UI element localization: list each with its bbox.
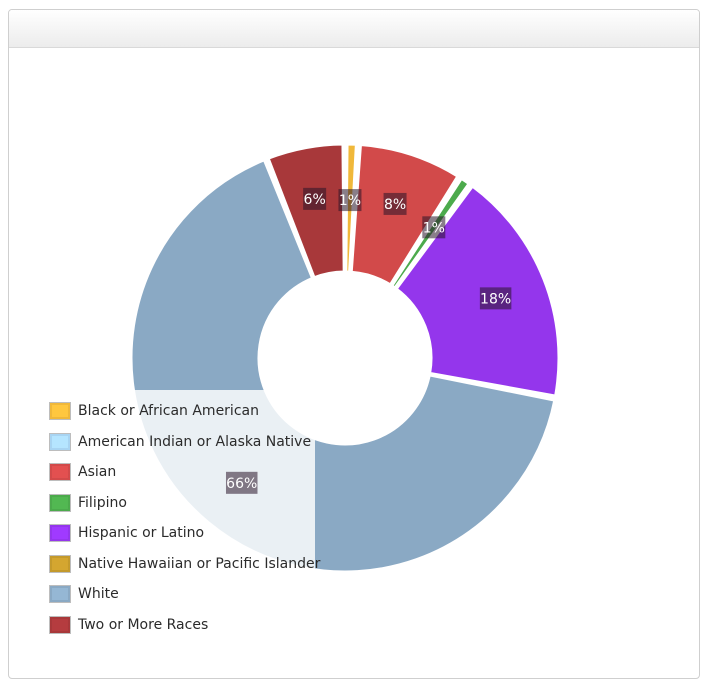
- svg-text:8%: 8%: [384, 197, 406, 213]
- slice-two-or-more-races[interactable]: [266, 142, 346, 280]
- donut-chart: 1% 8% 1% 18% 66% 6%: [41, 142, 561, 640]
- legend-item-black-or-african-american[interactable]: Black or African American: [49, 396, 320, 427]
- data-label-two-or-more-races: 6%: [303, 187, 327, 210]
- legend-label: Native Hawaiian or Pacific Islander: [78, 555, 321, 572]
- legend-label: Two or More Races: [78, 616, 209, 633]
- legend-item-two-or-more-races[interactable]: Two or More Races: [49, 610, 320, 641]
- legend-swatch: [49, 615, 71, 634]
- legend-item-white[interactable]: White: [49, 579, 320, 610]
- slice-hispanic-or-latino[interactable]: [394, 183, 561, 398]
- legend-swatch: [49, 554, 71, 573]
- data-label-white: 66%: [225, 471, 258, 494]
- legend-label: American Indian or Alaska Native: [78, 433, 312, 450]
- svg-text:66%: 66%: [226, 476, 257, 492]
- legend-label: Filipino: [78, 494, 127, 511]
- legend-swatch: [49, 524, 71, 543]
- legend-label: Asian: [78, 464, 117, 481]
- legend-swatch: [49, 432, 71, 451]
- legend-label: Hispanic or Latino: [78, 525, 205, 542]
- data-label-asian: 8%: [383, 192, 407, 215]
- svg-text:18%: 18%: [480, 291, 511, 307]
- legend-label: Black or African American: [78, 403, 259, 420]
- legend-backdrop: [41, 390, 315, 640]
- legend-swatch: [49, 463, 71, 482]
- legend-item-filipino[interactable]: Filipino: [49, 488, 320, 519]
- legend-item-american-indian-or-alaska-native[interactable]: American Indian or Alaska Native: [49, 427, 320, 458]
- legend-item-native-hawaiian-or-pacific-islander[interactable]: Native Hawaiian or Pacific Islander: [49, 549, 320, 580]
- svg-text:1%: 1%: [339, 193, 361, 209]
- legend-item-hispanic-or-latino[interactable]: Hispanic or Latino: [49, 518, 320, 549]
- legend-swatch: [49, 493, 71, 512]
- chart-legend: Black or African American American Indian…: [49, 396, 320, 640]
- data-label-filipino: 1%: [422, 216, 446, 239]
- data-label-hispanic-or-latino: 18%: [479, 287, 512, 310]
- svg-text:1%: 1%: [423, 220, 445, 236]
- legend-item-asian[interactable]: Asian: [49, 457, 320, 488]
- legend-swatch: [49, 402, 71, 421]
- svg-text:6%: 6%: [304, 192, 326, 208]
- panel-header: [9, 10, 699, 48]
- data-label-black-or-african-american: 1%: [338, 189, 362, 212]
- legend-label: White: [78, 586, 119, 603]
- legend-swatch: [49, 585, 71, 604]
